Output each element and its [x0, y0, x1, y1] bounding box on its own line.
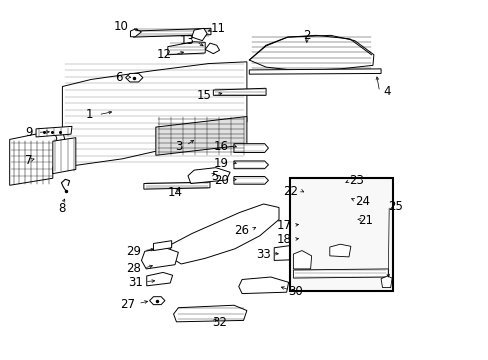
Text: 33: 33 [256, 248, 270, 261]
Polygon shape [125, 73, 142, 82]
Text: 13: 13 [179, 34, 194, 47]
Polygon shape [191, 28, 207, 41]
Text: 8: 8 [59, 202, 66, 215]
Text: 12: 12 [156, 48, 171, 61]
Text: 18: 18 [276, 234, 291, 247]
Text: 6: 6 [115, 71, 122, 84]
Text: 11: 11 [210, 22, 225, 35]
Polygon shape [156, 117, 246, 155]
Polygon shape [53, 138, 76, 174]
Polygon shape [141, 248, 178, 269]
Text: 19: 19 [214, 157, 229, 170]
Polygon shape [233, 144, 268, 153]
Text: 7: 7 [25, 154, 32, 167]
Polygon shape [293, 251, 311, 269]
Text: 9: 9 [25, 126, 33, 139]
Text: 17: 17 [276, 219, 291, 232]
Text: 27: 27 [120, 298, 135, 311]
Text: 25: 25 [387, 200, 402, 213]
Polygon shape [36, 126, 72, 137]
Text: 15: 15 [197, 89, 211, 102]
Polygon shape [301, 215, 332, 230]
Polygon shape [213, 88, 265, 95]
Polygon shape [233, 161, 268, 169]
Polygon shape [146, 273, 172, 286]
Polygon shape [301, 229, 332, 244]
Text: 23: 23 [348, 174, 363, 186]
Polygon shape [173, 305, 246, 322]
Polygon shape [293, 269, 387, 278]
Polygon shape [143, 182, 209, 189]
Text: 1: 1 [86, 108, 93, 121]
Polygon shape [249, 35, 373, 71]
Polygon shape [153, 241, 171, 251]
Polygon shape [274, 245, 304, 260]
Text: 10: 10 [113, 20, 128, 33]
Text: 14: 14 [167, 186, 182, 199]
Polygon shape [133, 28, 210, 37]
Polygon shape [167, 204, 279, 264]
Text: 2: 2 [303, 29, 310, 42]
Polygon shape [167, 42, 205, 55]
Text: 22: 22 [283, 185, 298, 198]
Text: 5: 5 [210, 170, 218, 183]
Text: 31: 31 [128, 276, 142, 289]
Text: 26: 26 [234, 224, 249, 237]
Text: 20: 20 [214, 174, 229, 186]
Polygon shape [249, 69, 380, 74]
Text: 29: 29 [126, 245, 141, 258]
Polygon shape [130, 29, 141, 37]
Polygon shape [233, 176, 268, 184]
Polygon shape [238, 277, 288, 294]
Text: 16: 16 [214, 140, 229, 153]
Polygon shape [10, 131, 57, 185]
Text: 21: 21 [358, 214, 373, 227]
Polygon shape [380, 276, 391, 288]
Text: 24: 24 [354, 195, 369, 208]
Polygon shape [342, 207, 369, 232]
Text: 30: 30 [288, 285, 303, 298]
Polygon shape [205, 43, 219, 54]
Bar [289, 178, 392, 291]
Polygon shape [62, 62, 246, 166]
Polygon shape [187, 168, 230, 184]
Text: 32: 32 [211, 316, 226, 329]
Text: 28: 28 [126, 262, 141, 275]
Text: 4: 4 [383, 85, 390, 98]
Text: 3: 3 [175, 140, 182, 153]
Polygon shape [149, 297, 164, 305]
Polygon shape [329, 244, 350, 257]
